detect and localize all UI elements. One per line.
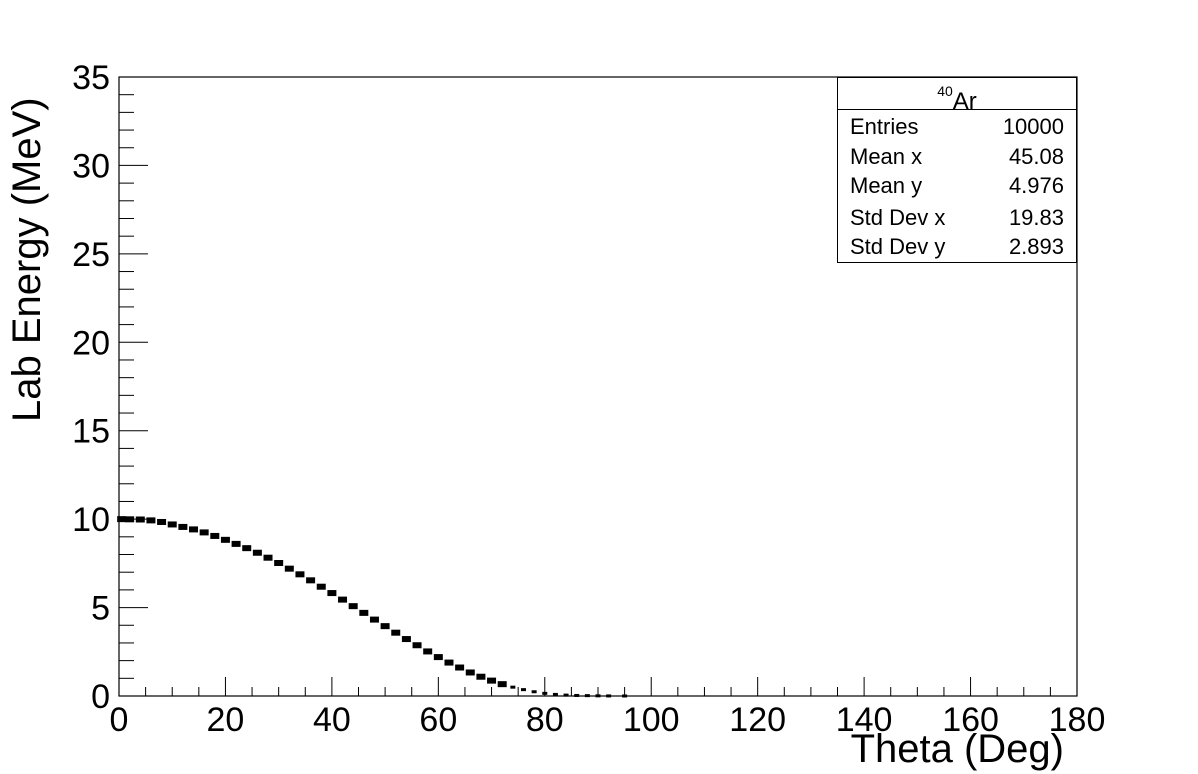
x-tick-label: 120 [729, 701, 786, 739]
data-point [316, 583, 326, 590]
stats-box: 40Ar Entries 10000 Mean x 45.08 Mean y 4… [837, 77, 1077, 263]
stats-label: Std Dev y [850, 234, 946, 259]
y-tick-label: 25 [72, 236, 110, 274]
data-point [444, 659, 454, 666]
y-tick-label: 5 [91, 590, 110, 628]
x-tick-label: 60 [419, 701, 457, 739]
stats-row-std-dev-y: Std Dev y 2.893 [850, 232, 1064, 262]
x-tick-label: 40 [313, 701, 351, 739]
data-point [125, 516, 135, 523]
data-point [487, 677, 497, 684]
data-point [220, 536, 230, 543]
data-point [552, 692, 558, 696]
stats-row-std-dev-x: Std Dev x 19.83 [850, 203, 1064, 233]
x-tick-label: 180 [1049, 701, 1106, 739]
stats-value: 2.893 [1008, 234, 1064, 259]
stats-row-entries: Entries 10000 [850, 112, 1064, 142]
stats-value: 45.08 [1008, 144, 1064, 169]
data-point [252, 549, 262, 556]
data-point [520, 688, 526, 692]
data-point [401, 636, 411, 643]
x-tick-label: 140 [836, 701, 893, 739]
stats-label: Entries [850, 114, 919, 139]
stats-title-main: Ar [952, 88, 977, 115]
data-point [574, 693, 580, 697]
data-point [348, 603, 358, 610]
data-point [369, 616, 379, 623]
stats-title-superscript: 40 [937, 83, 953, 99]
data-point [563, 693, 569, 697]
data-point [178, 523, 188, 530]
axis-ticks [118, 76, 1078, 697]
data-point [135, 516, 145, 523]
data-point [423, 648, 433, 655]
y-tick-label: 10 [72, 501, 110, 539]
x-tick-label: 0 [110, 701, 129, 739]
stats-title: 40Ar [838, 78, 1076, 115]
data-point [117, 516, 127, 523]
y-tick-label: 15 [72, 413, 110, 451]
y-axis-label: Lab Energy (MeV) [5, 97, 49, 422]
stats-value: 4.976 [1008, 173, 1064, 198]
data-point [189, 526, 199, 533]
x-tick-label: 80 [526, 701, 564, 739]
data-point [167, 521, 177, 528]
data-point [606, 694, 612, 698]
data-point [327, 590, 337, 597]
x-tick-label: 20 [207, 701, 245, 739]
data-point [584, 694, 590, 698]
stats-row-mean-y: Mean y 4.976 [850, 171, 1064, 201]
stats-value: 19.83 [1008, 205, 1064, 230]
x-tick-label: 160 [942, 701, 999, 739]
stats-value: 10000 [1002, 114, 1064, 139]
data-point [476, 673, 486, 680]
stats-label: Std Dev x [850, 205, 946, 230]
data-point [199, 529, 209, 536]
data-point [306, 577, 316, 584]
data-point [497, 681, 507, 688]
data-point [146, 517, 156, 524]
y-tick-label: 20 [72, 324, 110, 362]
data-point [284, 565, 294, 572]
data-point [295, 571, 305, 578]
x-axis-label: Theta (Deg) [851, 727, 1064, 771]
data-point [433, 654, 443, 661]
data-point [157, 518, 167, 525]
data-point [359, 609, 369, 616]
stats-label: Mean y [850, 173, 923, 198]
y-tick-label: 30 [72, 147, 110, 185]
data-point [510, 685, 516, 689]
data-point [391, 629, 401, 636]
axis-tick-labels: 0 20 40 60 80 100 120 140 160 180 0 5 10 15 20 25 30 35 [72, 59, 1105, 739]
data-point [531, 690, 537, 694]
data-point [242, 545, 252, 552]
data-point [380, 623, 390, 630]
data-point [231, 540, 241, 547]
data-points [117, 516, 628, 698]
data-point [274, 560, 284, 567]
stats-label: Mean x [850, 144, 923, 169]
stats-row-mean-x: Mean x 45.08 [850, 142, 1064, 172]
data-point [210, 532, 220, 539]
data-point [595, 694, 601, 698]
data-point [542, 691, 548, 695]
data-point [263, 554, 273, 561]
data-point [338, 596, 348, 603]
data-point [455, 664, 465, 671]
data-point [412, 642, 422, 649]
x-tick-label: 100 [623, 701, 680, 739]
data-point [622, 694, 628, 698]
y-tick-label: 35 [72, 59, 110, 97]
data-point [465, 669, 475, 676]
y-tick-label: 0 [91, 678, 110, 716]
